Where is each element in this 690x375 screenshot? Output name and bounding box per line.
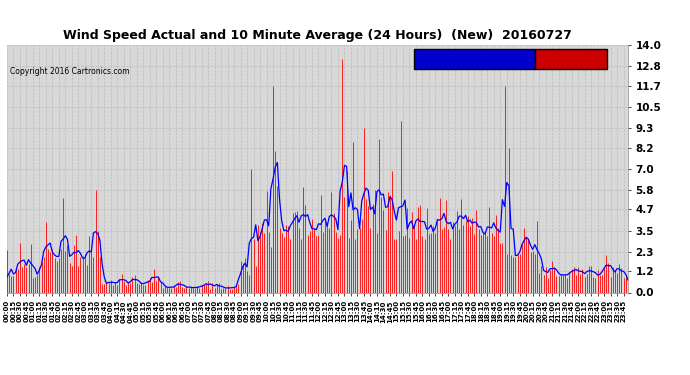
- Text: Wind (mph): Wind (mph): [538, 55, 589, 63]
- Text: 10 Min Avg (mph): 10 Min Avg (mph): [417, 55, 494, 63]
- Text: Copyright 2016 Cartronics.com: Copyright 2016 Cartronics.com: [10, 68, 130, 76]
- Title: Wind Speed Actual and 10 Minute Average (24 Hours)  (New)  20160727: Wind Speed Actual and 10 Minute Average …: [63, 30, 572, 42]
